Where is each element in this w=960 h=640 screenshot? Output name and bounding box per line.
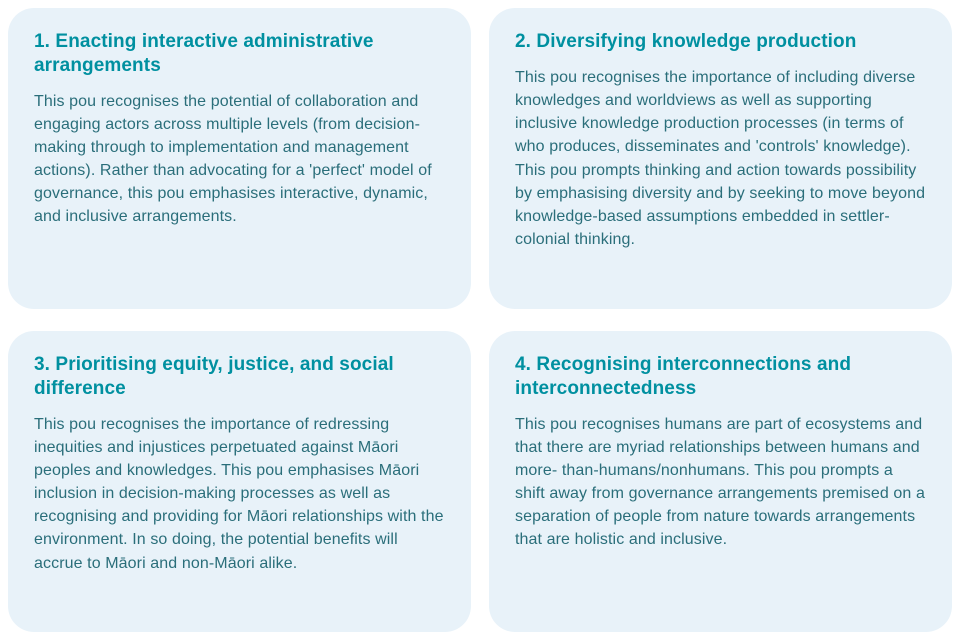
card-4-title: 4. Recognising interconnections and inte… (515, 353, 926, 401)
card-3-body: This pou recognises the importance of re… (34, 413, 445, 575)
card-4: 4. Recognising interconnections and inte… (489, 331, 952, 632)
card-2-title: 2. Diversifying knowledge production (515, 30, 926, 54)
card-3-title: 3. Prioritising equity, justice, and soc… (34, 353, 445, 401)
card-4-body: This pou recognises humans are part of e… (515, 413, 926, 552)
card-3: 3. Prioritising equity, justice, and soc… (8, 331, 471, 632)
card-1-title: 1. Enacting interactive administrative a… (34, 30, 445, 78)
card-2-body: This pou recognises the importance of in… (515, 66, 926, 252)
card-1-body: This pou recognises the potential of col… (34, 90, 445, 229)
card-1: 1. Enacting interactive administrative a… (8, 8, 471, 309)
card-2: 2. Diversifying knowledge production Thi… (489, 8, 952, 309)
card-grid: 1. Enacting interactive administrative a… (8, 8, 952, 632)
